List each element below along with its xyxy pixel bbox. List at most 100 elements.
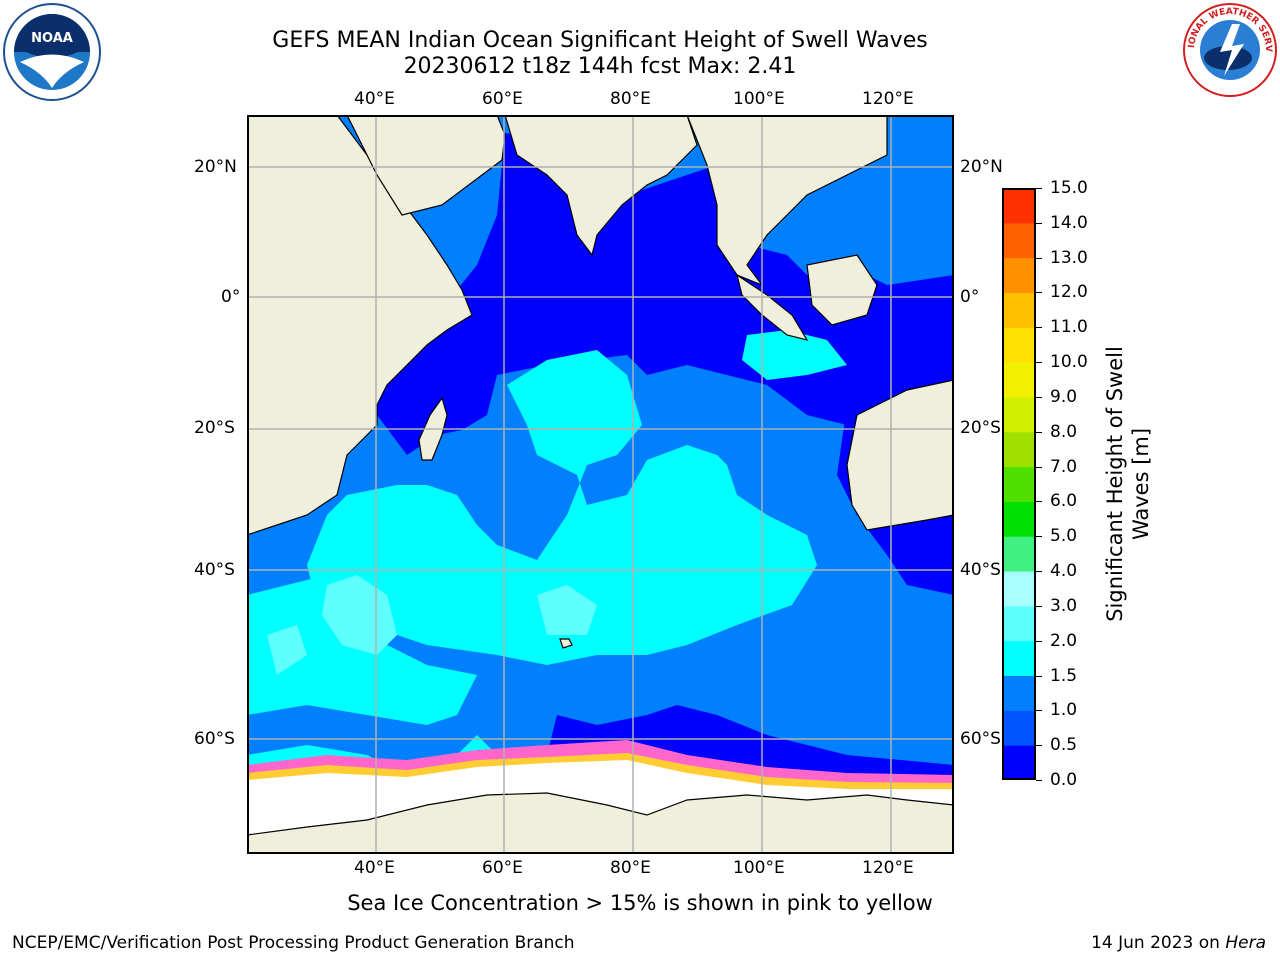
colorbar-tick-label: 6.0	[1050, 491, 1078, 512]
colorbar-tick-label: 10.0	[1050, 352, 1088, 373]
land-borneo	[806, 254, 878, 326]
colorbar-tick-label: 1.5	[1050, 665, 1078, 686]
colorbar-tick-mark	[1036, 466, 1042, 468]
colorbar-tick-label: 12.0	[1050, 282, 1088, 303]
sea-ice-note: Sea Ice Concentration > 15% is shown in …	[347, 891, 933, 915]
colorbar-tick-mark	[1036, 222, 1042, 224]
colorbar-tick-mark	[1036, 501, 1042, 503]
colorbar-swatch	[1002, 571, 1036, 607]
colorbar-tick-mark	[1036, 745, 1042, 747]
colorbar-tick-label: 1.0	[1050, 700, 1078, 721]
map-frame	[247, 115, 954, 854]
lat-label-right-20s: 20°S	[960, 418, 1001, 438]
colorbar-tick-label: 7.0	[1050, 456, 1078, 477]
lon-label-top-80e: 80°E	[610, 89, 651, 109]
lon-label-top-40e: 40°E	[354, 89, 395, 109]
lat-label-left-0: 0°	[221, 287, 241, 307]
colorbar-tick-mark	[1036, 675, 1042, 677]
footer-right: 14 Jun 2023 on Hera	[1091, 933, 1266, 953]
lat-label-left-20s: 20°S	[194, 418, 235, 438]
colorbar-swatch	[1002, 745, 1036, 781]
colorbar-ticks: 0.0 0.5 1.0 1.5 2.0 3.0 4.0 5.0 6.0 7.0 8.0 9.0 10.0…	[1036, 178, 1116, 790]
colorbar-tick-mark	[1036, 571, 1042, 573]
colorbar-swatch	[1002, 466, 1036, 502]
colorbar-tick-label: 2.0	[1050, 630, 1078, 651]
colorbar-tick-mark	[1036, 257, 1042, 259]
footer-date: 14 Jun 2023 on	[1091, 933, 1226, 953]
title-line-1: GEFS MEAN Indian Ocean Significant Heigh…	[272, 28, 928, 53]
colorbar-tick-mark	[1036, 710, 1042, 712]
colorbar-tick-mark	[1036, 536, 1042, 538]
colorbar-swatches	[1002, 188, 1036, 781]
colorbar-tick-mark	[1036, 362, 1042, 364]
land-sumatra	[736, 273, 809, 341]
lon-label-bottom-100e: 100°E	[733, 858, 785, 878]
colorbar-tick-label: 13.0	[1050, 247, 1088, 268]
lat-label-right-20n: 20°N	[960, 157, 1003, 177]
colorbar-tick-mark	[1036, 605, 1042, 607]
swell-zone-1-1.5-java	[742, 330, 847, 380]
svg-text:NOAA: NOAA	[31, 31, 73, 46]
land-india	[504, 115, 698, 257]
colorbar-tick-mark	[1036, 327, 1042, 329]
title-line-2: 20230612 t18z 144h fcst Max: 2.41	[403, 54, 797, 79]
colorbar-tick-label: 0.0	[1050, 770, 1078, 790]
colorbar-swatch	[1002, 362, 1036, 398]
colorbar-swatch	[1002, 292, 1036, 328]
colorbar-tick-mark	[1036, 396, 1042, 398]
colorbar-tick-label: 9.0	[1050, 386, 1078, 407]
colorbar-swatch	[1002, 222, 1036, 259]
lat-label-left-40s: 40°S	[194, 560, 235, 580]
lat-label-left-20n: 20°N	[194, 157, 237, 177]
colorbar-frame	[1002, 188, 1036, 780]
lat-label-left-60s: 60°S	[194, 729, 235, 749]
lon-label-bottom-120e: 120°E	[862, 858, 914, 878]
colorbar-tick-mark	[1036, 188, 1042, 189]
land-australia	[846, 379, 954, 531]
colorbar-swatch	[1002, 257, 1036, 293]
colorbar-tick-label: 5.0	[1050, 526, 1078, 547]
lon-label-bottom-40e: 40°E	[354, 858, 395, 878]
colorbar-swatch	[1002, 640, 1036, 677]
noaa-logo: NOAA	[2, 2, 102, 102]
map-gridlines	[247, 115, 954, 854]
nws-logo: NATIONAL WEATHER SERVICE	[1176, 0, 1280, 100]
colorbar-label-line-1: Significant Height of Swell	[1103, 346, 1127, 622]
swell-zone-0-0.5-northwest	[377, 133, 954, 455]
colorbar-swatch	[1002, 605, 1036, 642]
land-arabia	[346, 115, 506, 216]
colorbar-tick-label: 8.0	[1050, 421, 1078, 442]
colorbar-swatch	[1002, 710, 1036, 746]
lat-label-right-40s: 40°S	[960, 560, 1001, 580]
colorbar-tick-mark	[1036, 431, 1042, 433]
colorbar-tick-label: 0.5	[1050, 735, 1078, 756]
colorbar-tick-label: 3.0	[1050, 595, 1078, 616]
colorbar-tick-label: 15.0	[1050, 178, 1088, 198]
land-kerguelen	[559, 638, 573, 649]
colorbar-tick-mark	[1036, 640, 1042, 642]
colorbar-label-line-2: Waves [m]	[1129, 427, 1153, 541]
colorbar-swatch	[1002, 396, 1036, 433]
land-southeast-asia	[686, 115, 888, 287]
swell-zone-1.5-2-patches	[267, 575, 597, 675]
colorbar-swatch	[1002, 675, 1036, 711]
colorbar	[1002, 188, 1036, 781]
colorbar-tick-mark	[1036, 780, 1042, 781]
swell-zone-1-1.5-central	[307, 350, 817, 665]
colorbar-swatch	[1002, 536, 1036, 572]
swell-height-map	[247, 115, 954, 854]
footer-left: NCEP/EMC/Verification Post Processing Pr…	[12, 933, 575, 953]
lon-label-top-60e: 60°E	[482, 89, 523, 109]
lat-label-right-0: 0°	[960, 287, 980, 307]
colorbar-tick-mark	[1036, 292, 1042, 294]
land-antarctica	[247, 792, 954, 854]
colorbar-swatch	[1002, 188, 1036, 224]
footer-host: Hera	[1225, 933, 1266, 953]
colorbar-swatch	[1002, 501, 1036, 537]
colorbar-tick-label: 14.0	[1050, 212, 1088, 233]
colorbar-tick-label: 11.0	[1050, 317, 1088, 338]
lon-label-bottom-60e: 60°E	[482, 858, 523, 878]
lon-label-bottom-80e: 80°E	[610, 858, 651, 878]
lon-label-top-100e: 100°E	[733, 89, 785, 109]
lon-label-top-120e: 120°E	[862, 89, 914, 109]
